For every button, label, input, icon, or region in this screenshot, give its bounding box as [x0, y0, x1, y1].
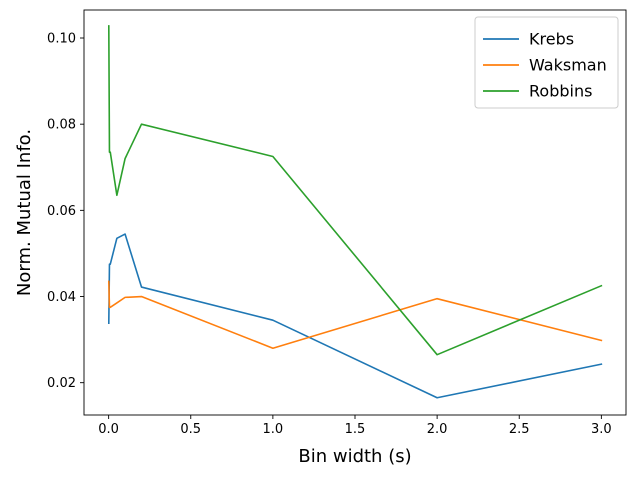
axes: 0.0 0.5 1.0 1.5 2.0 2.5 3.0 0.02 0.04 0.06 0.08 0.1… [47, 9, 627, 437]
series-line-robbins [107, 25, 603, 356]
y-tick-label: 0.04 [47, 290, 76, 305]
legend-label-waksman: Waksman [529, 56, 607, 75]
series-line-krebs [107, 233, 603, 399]
legend-label-krebs: Krebs [529, 30, 574, 49]
x-tick-label: 0.0 [98, 422, 119, 437]
x-tick-label: 2.5 [509, 422, 530, 437]
y-tick-label: 0.10 [47, 32, 76, 47]
series-line-waksman [107, 280, 603, 350]
y-tick-label: 0.06 [47, 204, 76, 219]
x-tick-label: 3.0 [591, 422, 612, 437]
x-tick-label: 0.5 [180, 422, 201, 437]
legend-label-robbins: Robbins [529, 82, 592, 101]
plot-area [107, 25, 603, 399]
y-tick-label: 0.02 [47, 376, 76, 391]
x-tick-label: 2.0 [427, 422, 448, 437]
legend: Krebs Waksman Robbins [474, 16, 619, 109]
x-tick-label: 1.0 [263, 422, 284, 437]
y-tick-label: 0.08 [47, 118, 76, 133]
x-axis-title: Bin width (s) [298, 446, 411, 467]
y-axis-title: Norm. Mutual Info. [14, 129, 35, 296]
x-tick-label: 1.5 [345, 422, 366, 437]
